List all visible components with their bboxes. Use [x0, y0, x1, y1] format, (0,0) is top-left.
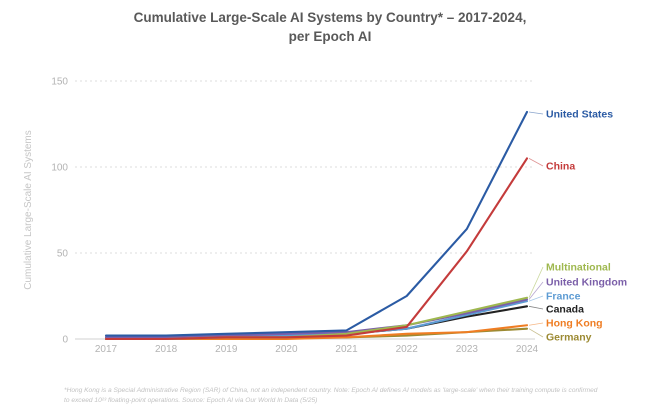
series-label-multinational: Multinational	[546, 262, 611, 274]
x-axis-tick-label-2020: 2020	[275, 344, 298, 355]
series-label-united-states: United States	[546, 109, 613, 121]
y-axis-tick-label-0: 0	[62, 335, 68, 346]
series-leader-canada	[528, 305, 544, 310]
series-label-france: France	[546, 291, 581, 303]
chart-title-line2: per Epoch AI	[288, 28, 372, 44]
series-line-china	[104, 157, 529, 341]
series-label-hong-kong: Hong Kong	[546, 318, 603, 330]
y-axis-title: Cumulative Large-Scale AI Systems	[23, 130, 34, 290]
series-line-united-kingdom	[104, 298, 529, 339]
series-leader-germany	[528, 328, 544, 338]
x-axis-tick-label-2023: 2023	[456, 344, 479, 355]
x-axis-tick-label-2019: 2019	[215, 344, 238, 355]
x-axis-tick-label-2024: 2024	[516, 344, 539, 355]
chart-title: Cumulative Large-Scale AI Systems by Cou…	[0, 9, 660, 47]
footnote: *Hong Kong is a Special Administrative R…	[64, 386, 649, 405]
y-axis-tick-label-100: 100	[51, 163, 68, 174]
chart-plot-area: 0 50 100 150 2017 2018 2019 2020 2021 2022 2023 202…	[23, 77, 627, 356]
series-leader-united-kingdom	[528, 281, 544, 300]
series-label-united-kingdom: United Kingdom	[546, 277, 627, 289]
x-axis-tick-label-2017: 2017	[95, 344, 118, 355]
series-leader-france	[528, 295, 544, 302]
series-leader-united-states	[528, 111, 544, 115]
footnote-line2: to exceed 10²³ floating-point operations…	[64, 396, 318, 404]
series-label-china: China	[546, 161, 575, 173]
y-axis-tick-label-150: 150	[51, 77, 68, 88]
series-label-germany: Germany	[546, 332, 592, 344]
series-leader-multinational	[528, 266, 544, 298]
footnote-line1: *Hong Kong is a Special Administrative R…	[64, 387, 598, 394]
x-axis-tick-label-2022: 2022	[396, 344, 419, 355]
chart-title-line1: Cumulative Large-Scale AI Systems by Cou…	[133, 10, 527, 25]
series-leader-hong-kong	[528, 322, 544, 326]
series-line-united-states	[104, 110, 529, 337]
series-leader-china	[528, 158, 544, 167]
series-label-canada: Canada	[546, 304, 584, 316]
x-axis-tick-label-2018: 2018	[155, 344, 178, 355]
x-axis-tick-label-2021: 2021	[335, 344, 358, 355]
y-axis-tick-label-50: 50	[57, 249, 69, 260]
